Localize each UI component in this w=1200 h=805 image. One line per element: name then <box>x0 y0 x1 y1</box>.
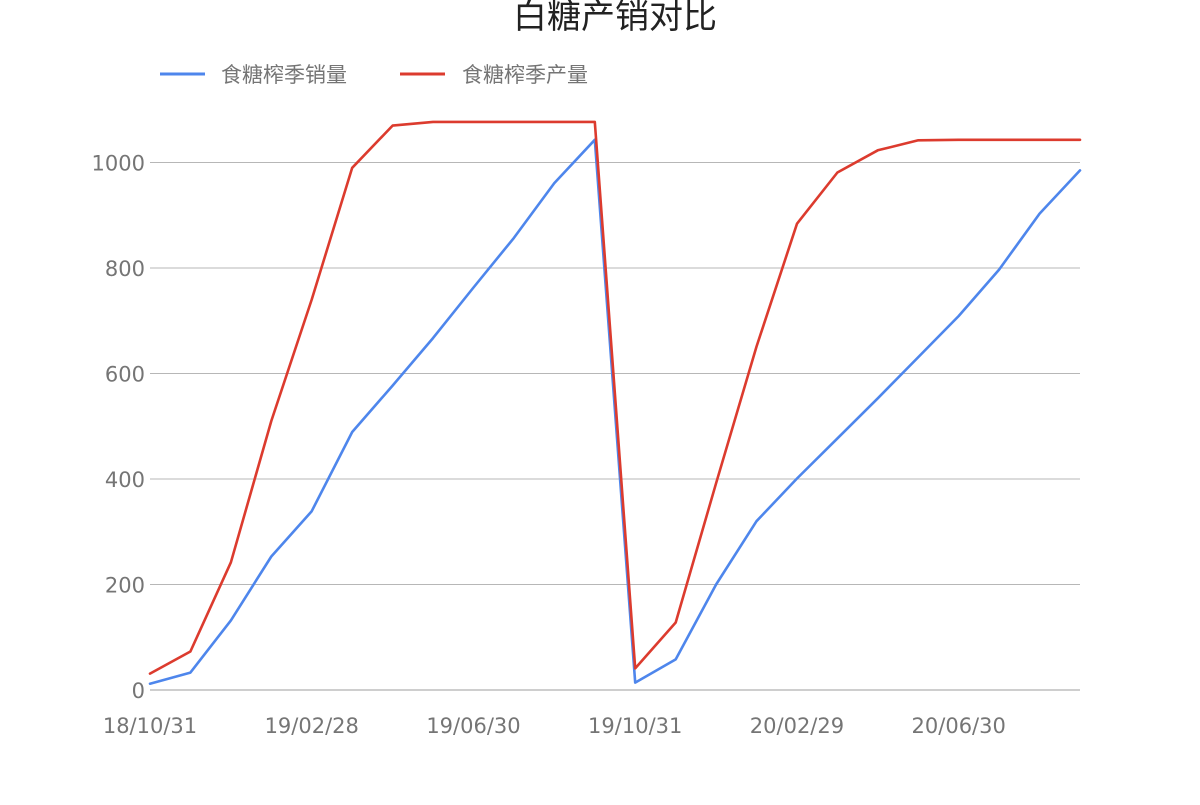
series-line-1 <box>148 120 1082 675</box>
y-tick-label: 400 <box>105 468 145 492</box>
chart-title: 白糖产销对比 <box>513 0 717 37</box>
x-tick-label: 19/10/31 <box>588 714 682 738</box>
y-axis: 0 200 400 600 800 1000 <box>92 151 145 703</box>
y-tick-label: 200 <box>105 573 145 597</box>
x-tick-label: 19/02/28 <box>265 714 359 738</box>
y-tick-label: 1000 <box>92 151 145 175</box>
x-tick-label: 20/06/30 <box>912 714 1006 738</box>
y-tick-label: 0 <box>132 679 145 703</box>
x-tick-label: 19/06/30 <box>426 714 520 738</box>
legend: 食糖榨季销量 食糖榨季产量 <box>160 63 588 87</box>
grid <box>150 161 1080 691</box>
x-axis: 18/10/31 19/02/28 19/06/30 19/10/31 20/02/29… <box>103 714 1006 738</box>
x-tick-label: 18/10/31 <box>103 714 197 738</box>
y-tick-label: 600 <box>105 362 145 386</box>
y-tick-label: 800 <box>105 257 145 281</box>
series <box>148 120 1082 686</box>
x-tick-label: 20/02/29 <box>750 714 844 738</box>
legend-label-production: 食糖榨季产量 <box>462 63 588 87</box>
legend-label-sales: 食糖榨季销量 <box>221 63 347 87</box>
